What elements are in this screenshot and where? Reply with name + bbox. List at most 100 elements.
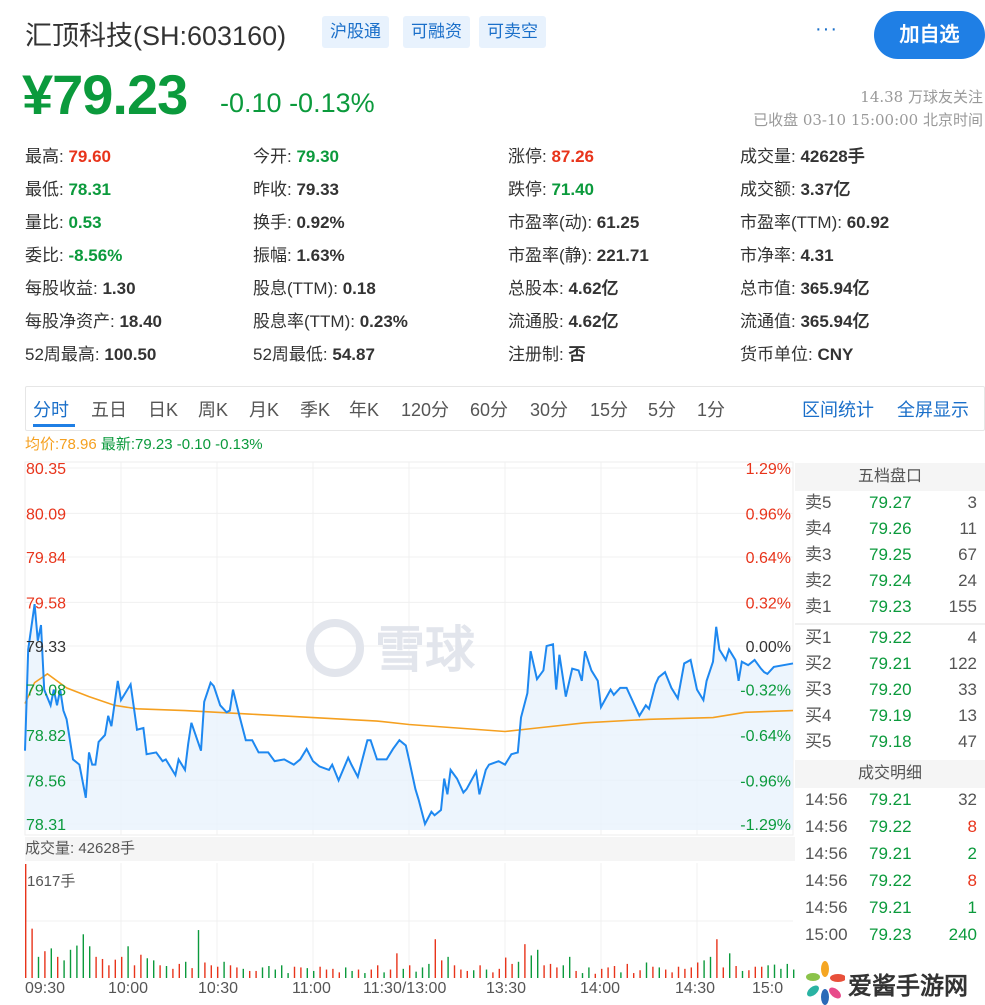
x-tick-label: 14:00: [580, 980, 621, 997]
row-volume: 1: [967, 898, 977, 917]
tag-short[interactable]: 可卖空: [479, 16, 546, 48]
y-tick-left: 78.82: [26, 728, 66, 745]
y-tick-left: 79.08: [26, 683, 66, 700]
volume-bar: [716, 939, 718, 978]
volume-bar: [223, 961, 225, 978]
stat-label: 跌停:: [508, 180, 547, 199]
tab-11[interactable]: 5分: [648, 400, 677, 420]
volume-bar: [364, 973, 366, 978]
tab-3[interactable]: 周K: [198, 400, 229, 420]
tag-margin[interactable]: 可融资: [403, 16, 470, 48]
stat-item: 流通值: 365.94亿: [740, 311, 869, 333]
volume-bar: [575, 970, 577, 978]
stat-label: 股息率(TTM):: [253, 312, 355, 331]
row-price: 79.18: [869, 732, 912, 751]
stat-item: 总市值: 365.94亿: [740, 278, 869, 300]
x-tick-label: 13:30: [486, 980, 527, 997]
intraday-chart[interactable]: 雪球 80.35 1.29% 80.09 0.96% 79.84 0.64% 79.58 0.3…: [0, 455, 795, 1005]
tag-hk-connect[interactable]: 沪股通: [322, 16, 389, 48]
y-tick-left: 79.58: [26, 595, 66, 612]
followers-count: 14.38 万球友关注: [860, 88, 983, 106]
volume-bar: [786, 963, 788, 978]
stat-item: 股息(TTM): 0.18: [253, 278, 376, 300]
row-label: 14:56: [805, 844, 848, 863]
volume-bar: [178, 963, 180, 978]
volume-bar: [524, 944, 526, 978]
volume-bar: [377, 965, 379, 978]
tab-8[interactable]: 60分: [470, 400, 509, 420]
stat-label: 换手:: [253, 213, 292, 232]
volume-bar: [229, 965, 232, 978]
avg-price-label: 均价:78.96: [25, 436, 97, 453]
price-area-fill: [25, 604, 793, 830]
row-volume: 13: [958, 706, 977, 725]
volume-bar: [242, 968, 244, 978]
tab-10[interactable]: 15分: [590, 400, 629, 420]
volume-bar: [773, 964, 776, 978]
fullscreen-link[interactable]: 全屏显示: [897, 400, 969, 420]
divider: [795, 623, 985, 625]
tab-5[interactable]: 季K: [300, 400, 331, 420]
volume-bar: [703, 960, 705, 978]
stat-label: 52周最高:: [25, 345, 100, 364]
volume-bar: [146, 958, 148, 978]
row-volume: 8: [967, 871, 977, 890]
row-volume: 67: [958, 545, 977, 564]
stat-value: 4.31: [800, 246, 834, 265]
stat-label: 委比:: [25, 246, 64, 265]
x-tick-label: 11:00: [292, 980, 331, 997]
add-watchlist-button[interactable]: 加自选: [874, 11, 985, 59]
volume-bar: [31, 928, 33, 978]
stat-value: 1.30: [102, 279, 136, 298]
volume-bar: [50, 948, 52, 978]
volume-bar: [370, 969, 372, 978]
volume-bar: [44, 951, 46, 978]
stat-value: 100.50: [104, 345, 157, 364]
stat-label: 股息(TTM):: [253, 279, 338, 298]
order_book-row: 买2 79.21 122: [805, 651, 977, 677]
stat-item: 最低: 78.31: [25, 179, 111, 201]
y-tick-left: 78.31: [26, 817, 66, 834]
stat-label: 今开:: [253, 147, 292, 166]
volume-bar: [428, 963, 430, 978]
volume-bar: [133, 965, 136, 978]
volume-bar: [543, 965, 545, 978]
row-label: 买3: [805, 680, 832, 699]
row-label: 14:56: [805, 790, 848, 809]
stat-value: 4.62亿: [568, 279, 619, 298]
volume-bar: [441, 960, 443, 978]
tab-4[interactable]: 月K: [249, 400, 280, 420]
stat-value: 61.25: [596, 213, 640, 232]
volume-bar: [172, 968, 174, 978]
volume-bar: [639, 970, 641, 978]
tab-9[interactable]: 30分: [530, 400, 569, 420]
tab-2[interactable]: 日K: [148, 400, 179, 420]
volume-bar: [594, 973, 596, 978]
tab-12[interactable]: 1分: [697, 400, 726, 420]
row-price: 79.22: [869, 628, 912, 647]
price-change: -0.10 -0.13%: [220, 88, 375, 119]
row-price: 79.21: [869, 790, 912, 809]
volume-bar: [709, 956, 712, 978]
volume-bar: [754, 966, 756, 978]
volume-bar: [121, 956, 123, 978]
volume-bar: [671, 972, 673, 978]
volume-bar: [37, 956, 40, 978]
y-tick-left: 78.56: [26, 773, 66, 790]
more-icon[interactable]: ···: [815, 18, 838, 40]
volume-bar: [345, 967, 347, 978]
stat-item: 量比: 0.53: [25, 212, 102, 234]
y-tick-right: -0.32%: [740, 683, 791, 700]
stat-label: 52周最低:: [253, 345, 328, 364]
tab-1[interactable]: 五日: [91, 400, 127, 420]
y-tick-left: 79.33: [26, 639, 66, 656]
stat-value: CNY: [817, 345, 854, 364]
tab-0[interactable]: 分时: [33, 400, 69, 420]
y-tick-right: -0.64%: [740, 728, 791, 745]
tab-6[interactable]: 年K: [349, 400, 380, 420]
stat-value: 365.94亿: [800, 312, 870, 331]
tab-7[interactable]: 120分: [401, 400, 450, 420]
row-volume: 240: [948, 925, 977, 944]
stat-item: 涨停: 87.26: [508, 146, 594, 168]
range-stats-link[interactable]: 区间统计: [802, 400, 874, 420]
